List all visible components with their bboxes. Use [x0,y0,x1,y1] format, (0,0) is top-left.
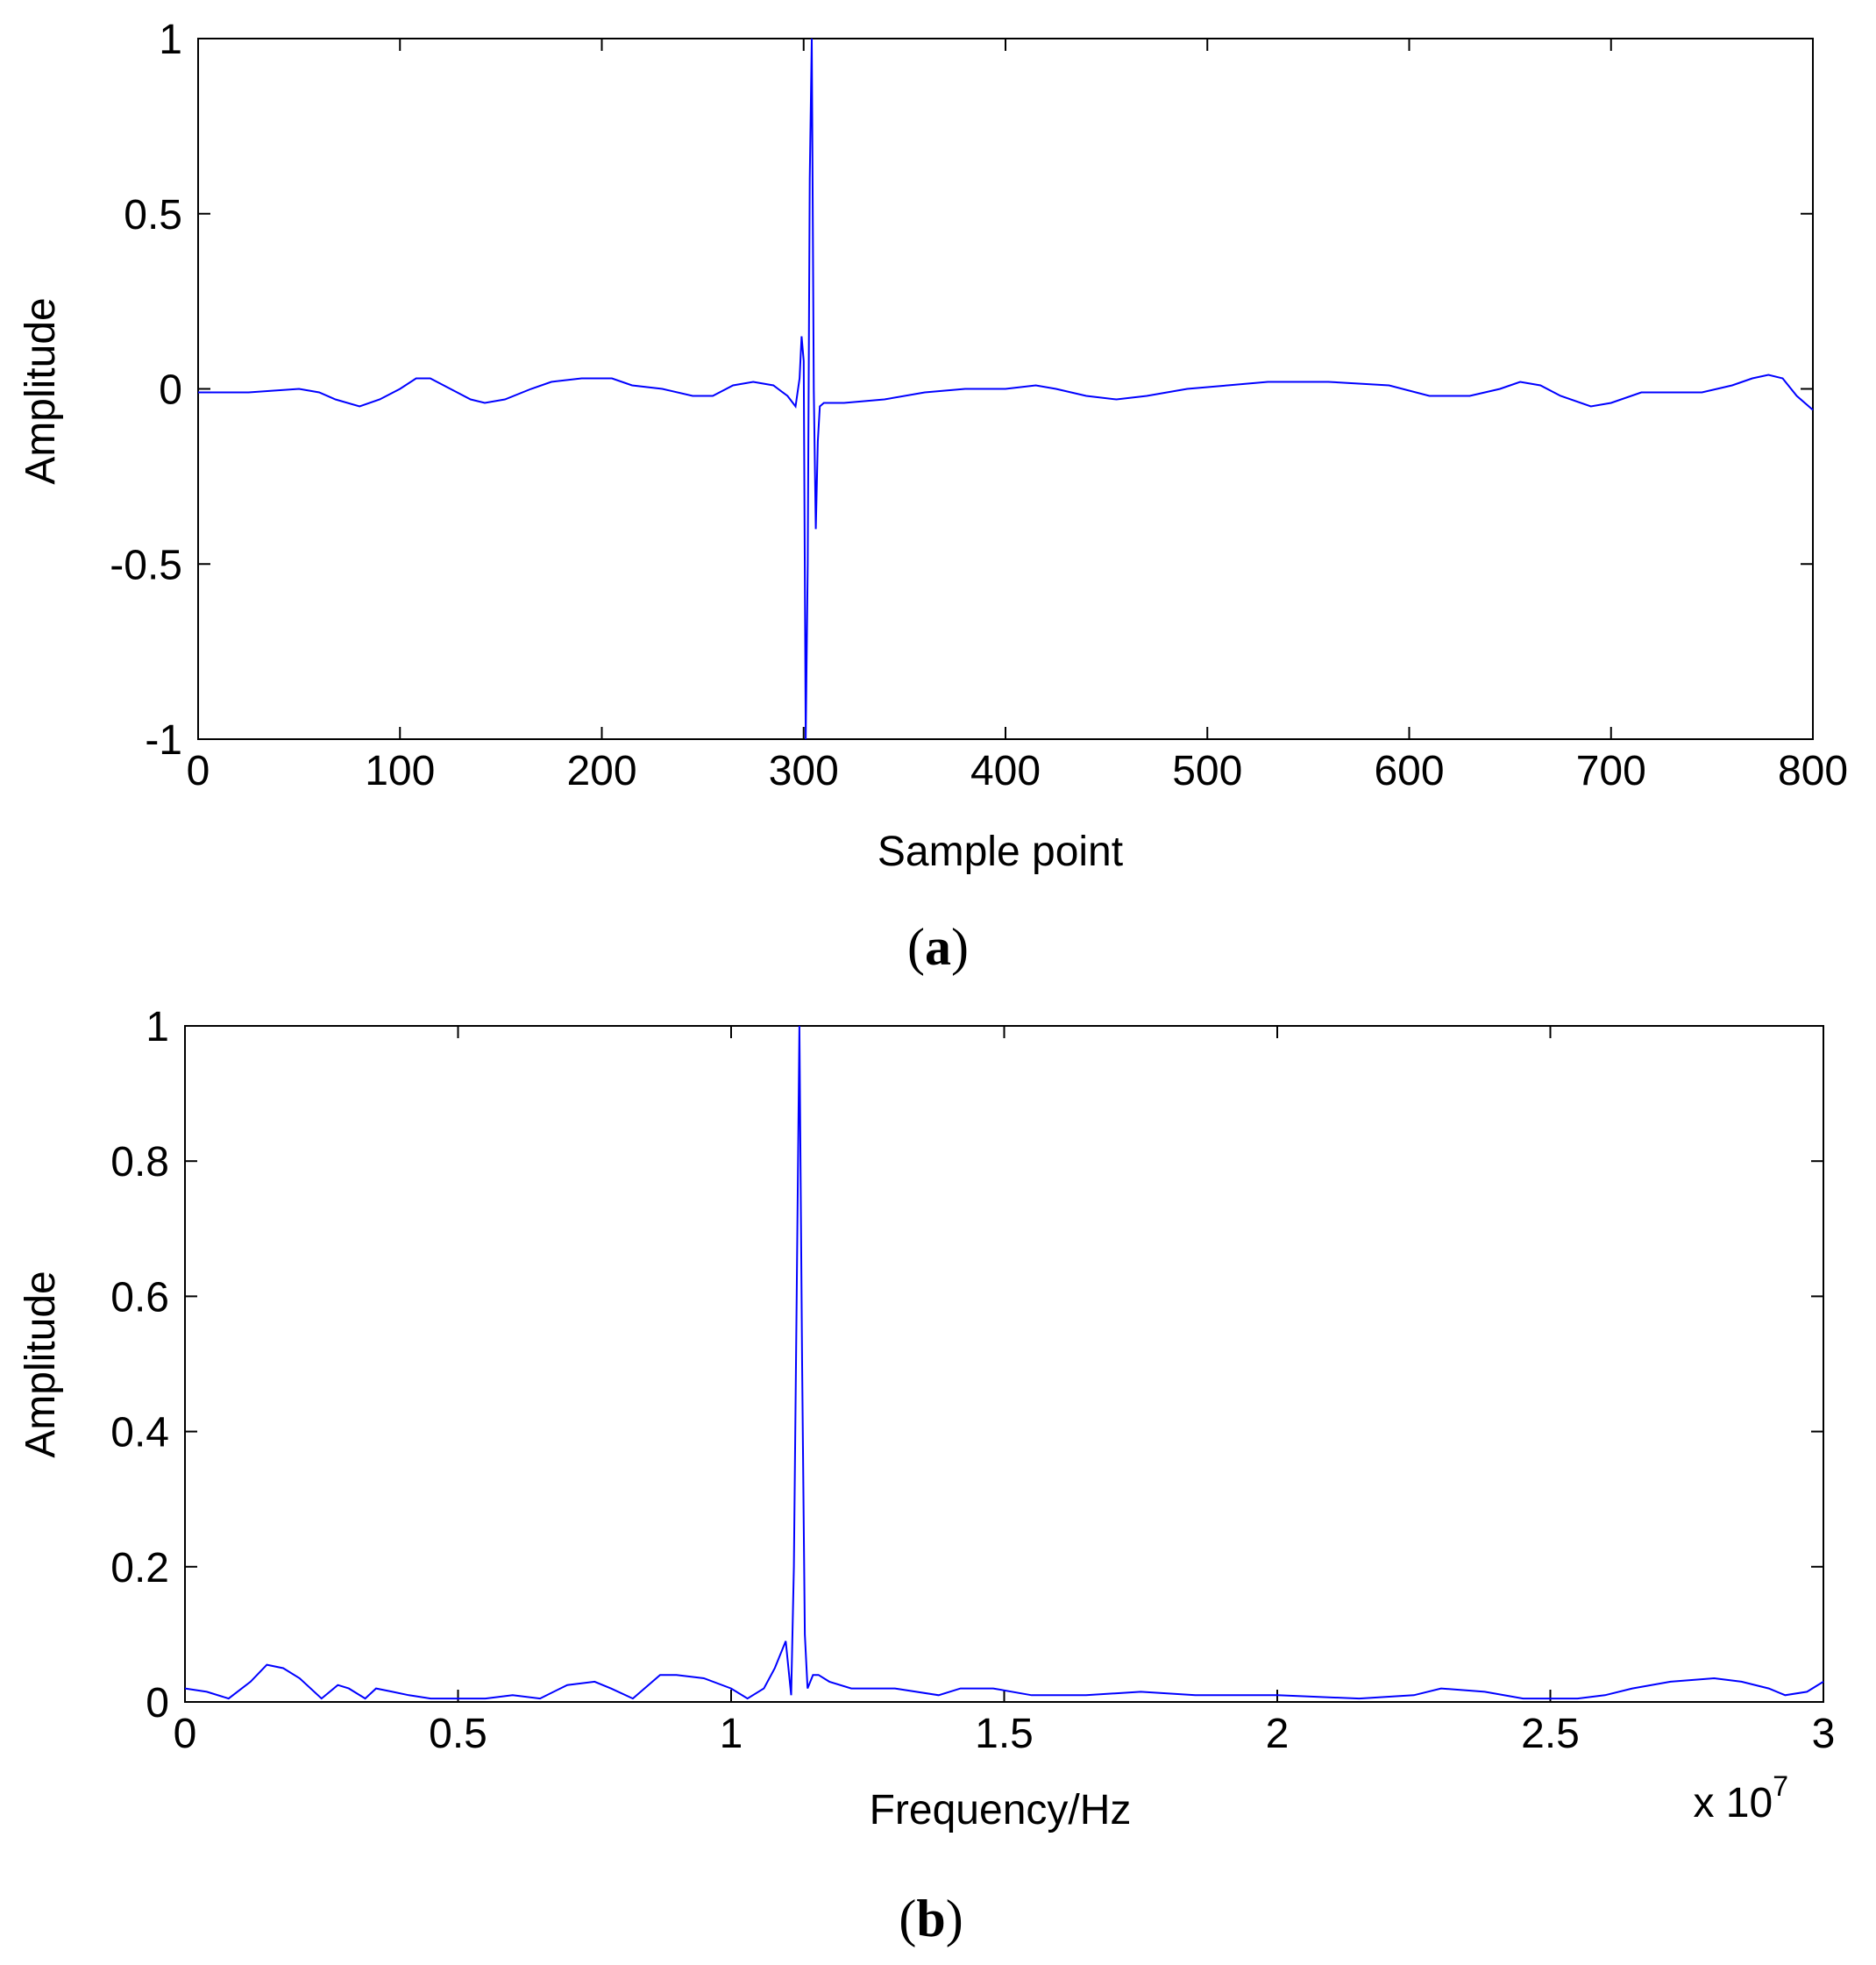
x-tick-label-b: 3 [1812,1711,1836,1757]
y-tick-label-a: -0.5 [110,542,182,588]
series-line-b [184,1025,1824,1700]
x-multiplier-exponent: 7 [1773,1770,1788,1802]
chart-panel-a: 0 100 200 300 400 500 600 700 800 -1 -0.5 0 0.5 1 Sam… [18,17,1848,976]
x-multiplier-b: x 107 [1693,1770,1788,1826]
x-tick-label-b: 2.5 [1521,1711,1580,1757]
x-tick-label-a: 0 [187,748,210,794]
x-tick-label-a: 700 [1576,748,1646,794]
x-tick-label-b: 0.5 [429,1711,487,1757]
y-tick-label-b: 0 [146,1680,169,1726]
y-tick-label-b: 1 [146,1004,169,1050]
y-tick-label-a: -1 [145,717,182,764]
y-tick-label-b: 0.2 [110,1545,169,1591]
x-tick-label-a: 200 [566,748,636,794]
x-axis-title-b: Frequency/Hz [870,1787,1132,1833]
x-tick-label-b: 2 [1266,1711,1290,1757]
chart-panel-b: 0 0.5 1 1.5 2 2.5 3 0 0.2 0.4 0.6 0.8 1 Frequency/Hz… [18,1004,1835,1947]
x-tick-label-b: 0 [174,1711,197,1757]
x-tick-label-a: 100 [365,748,435,794]
ticks-a: 0 100 200 300 400 500 600 700 800 -1 -0.5 0 0.5 1 [110,17,1848,794]
panel-label-a: (a) [907,918,969,976]
y-tick-label-a: 0 [159,367,182,414]
panel-letter-b: b [916,1890,945,1947]
x-tick-label-a: 500 [1172,748,1242,794]
y-tick-label-a: 1 [159,17,182,63]
y-tick-label-b: 0.4 [110,1410,169,1456]
x-axis-title-a: Sample point [878,829,1123,875]
y-axis-title-b: Amplitude [18,1271,64,1457]
panel-label-b: (b) [899,1890,963,1947]
plot-area-b [184,1025,1824,1703]
y-tick-label-b: 0.8 [110,1139,169,1185]
series-line-a [198,38,1814,740]
x-tick-label-a: 300 [769,748,839,794]
x-tick-label-a: 800 [1778,748,1848,794]
y-tick-label-b: 0.6 [110,1274,169,1321]
x-tick-label-a: 600 [1374,748,1444,794]
x-tick-label-b: 1.5 [975,1711,1034,1757]
y-axis-title-a: Amplitude [18,297,64,484]
ticks-b: 0 0.5 1 1.5 2 2.5 3 0 0.2 0.4 0.6 0.8 1 [110,1004,1835,1757]
x-multiplier-base: x 10 [1693,1780,1773,1826]
x-tick-label-b: 1 [720,1711,743,1757]
y-tick-label-a: 0.5 [124,192,182,239]
x-tick-label-a: 400 [970,748,1041,794]
panel-letter-a: a [925,918,951,976]
